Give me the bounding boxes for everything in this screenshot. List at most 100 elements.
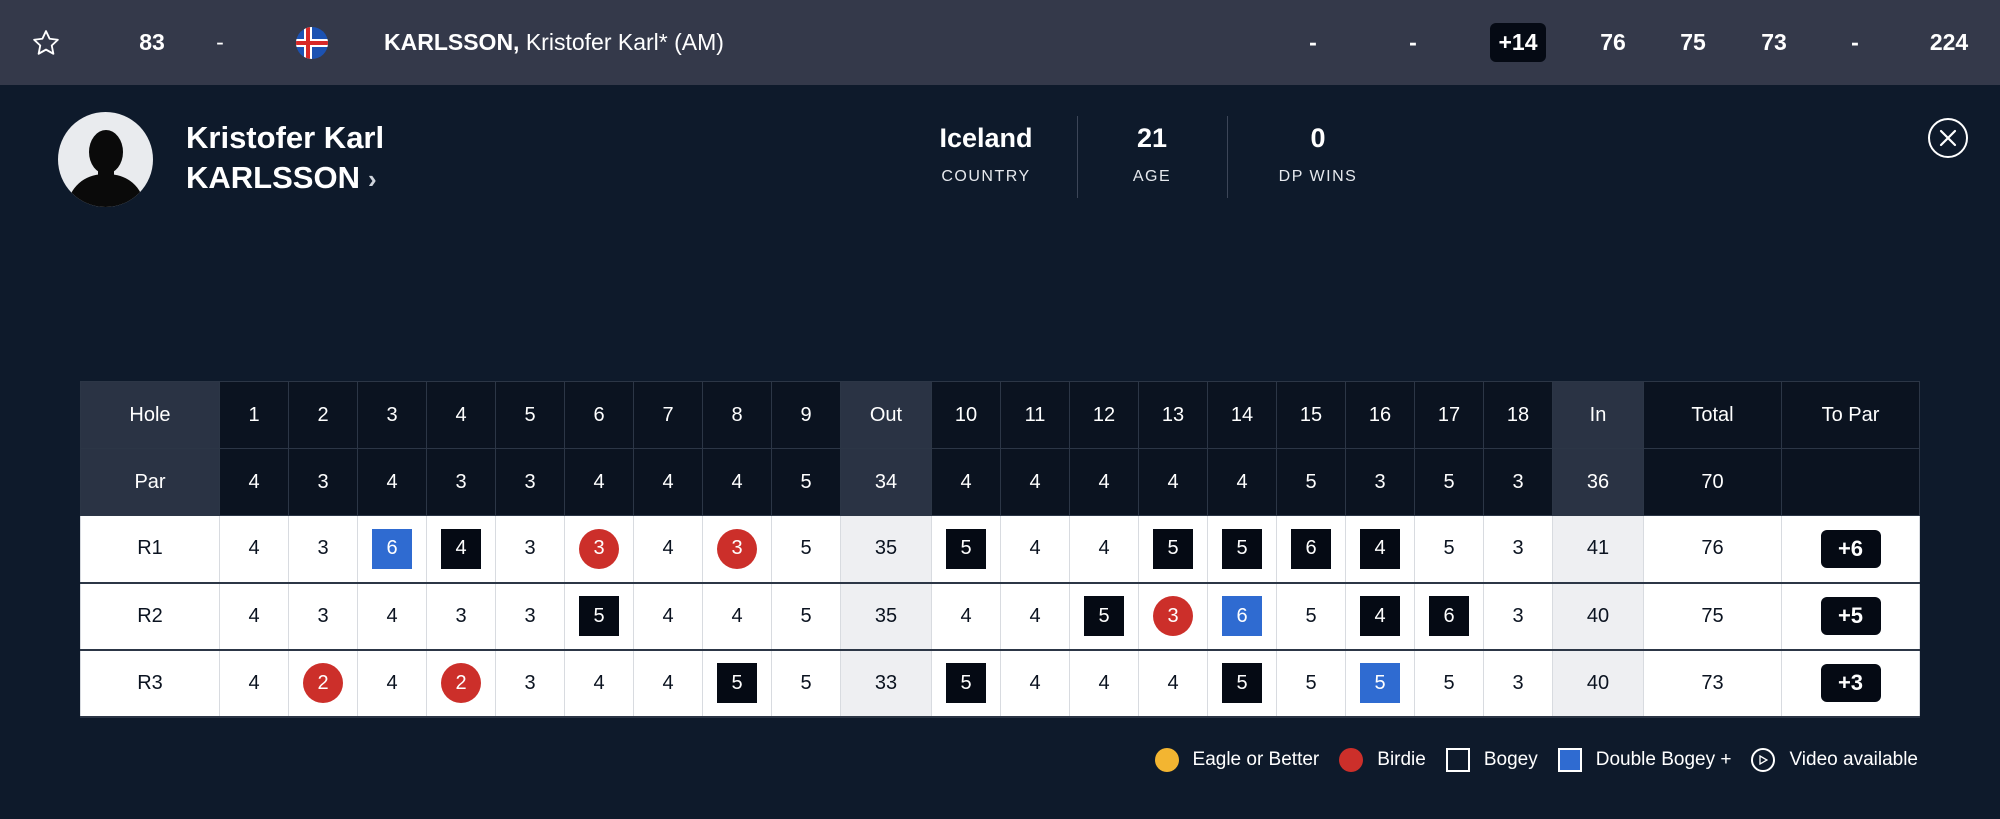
par-value: 4 <box>1069 448 1139 516</box>
score-cell: 35 <box>840 515 932 584</box>
player-profile-link[interactable]: Kristofer Karl KARLSSON › <box>186 118 384 199</box>
round-2-score: 75 <box>1680 29 1706 55</box>
par-value: 70 <box>1643 448 1782 516</box>
bogey-marker: 5 <box>946 663 986 703</box>
hole-label: Hole <box>80 381 220 449</box>
round-4-score: - <box>1851 29 1859 55</box>
score-cell: 4 <box>219 515 289 584</box>
total-score: 224 <box>1929 29 1969 55</box>
player-name[interactable]: KARLSSON, Kristofer Karl* (AM) <box>384 0 724 85</box>
scorecard-table: Hole 1 2 3 4 5 6 7 8 9 Out 10 11 12 13 14 15 16 17 18 In Tota… <box>80 381 1920 718</box>
hole-number: 12 <box>1069 381 1139 449</box>
birdie-marker: 3 <box>579 528 619 569</box>
to-par-badge: +3 <box>1820 664 1881 702</box>
hole-number: 16 <box>1345 381 1415 449</box>
score-cell: 4 <box>1069 649 1139 718</box>
score-cell: 4 <box>1000 649 1070 718</box>
hole-number: To Par <box>1781 381 1920 449</box>
score-cell: 6 <box>1207 582 1277 651</box>
legend-double-bogey: Double Bogey + <box>1557 748 1731 772</box>
score-cell: 40 <box>1552 649 1644 718</box>
birdie-marker: 2 <box>441 663 481 703</box>
round-3-score: 73 <box>1761 29 1787 55</box>
bogey-swatch-icon <box>1445 748 1470 772</box>
hole-row: Hole 1 2 3 4 5 6 7 8 9 Out 10 11 12 13 14 15 16 17 18 In Tota… <box>80 381 1920 449</box>
legend-video: Video available <box>1751 748 1918 772</box>
double-bogey-swatch-icon <box>1557 748 1582 772</box>
score-cell: 76 <box>1643 515 1782 584</box>
score-cell: 3 <box>1483 649 1553 718</box>
score-cell: 6 <box>1414 582 1484 651</box>
score-cell: 5 <box>564 582 634 651</box>
round-to-par: +3 <box>1781 649 1920 718</box>
iceland-flag-icon <box>293 0 331 85</box>
score-cell: 4 <box>1345 582 1415 651</box>
dbogey-marker: 5 <box>1360 663 1400 703</box>
hole-number: 18 <box>1483 381 1553 449</box>
stat-age: 21 AGE <box>1132 123 1172 185</box>
col-a: - <box>1309 29 1317 55</box>
score-cell: 4 <box>219 649 289 718</box>
hole-number: In <box>1552 381 1644 449</box>
to-par-badge: +6 <box>1820 529 1881 568</box>
bogey-marker: 5 <box>1084 596 1124 636</box>
chevron-right-icon: › <box>367 164 377 194</box>
round-label: R2 <box>80 582 220 651</box>
bogey-marker: 6 <box>1291 528 1331 569</box>
bogey-marker: 5 <box>717 663 757 703</box>
par-value: 36 <box>1552 448 1644 516</box>
score-cell: 5 <box>771 515 841 584</box>
hole-number: 14 <box>1207 381 1277 449</box>
score-cell: 4 <box>633 515 703 584</box>
score-cell: 5 <box>1207 515 1277 584</box>
leaderboard-row[interactable]: 83 - KARLSSON, Kristofer Karl* (AM) - - … <box>0 0 2000 85</box>
hole-number: 9 <box>771 381 841 449</box>
player-avatar <box>58 112 153 207</box>
hole-number: Out <box>840 381 932 449</box>
bogey-marker: 5 <box>1222 663 1262 703</box>
score-cell: 5 <box>931 515 1001 584</box>
par-value: 3 <box>495 448 565 516</box>
round-to-par: +5 <box>1781 582 1920 651</box>
score-cell: 2 <box>426 649 496 718</box>
score-cell: 35 <box>840 582 932 651</box>
score-cell: 5 <box>931 649 1001 718</box>
score-cell: 4 <box>1069 515 1139 584</box>
round-label: R1 <box>80 515 220 584</box>
par-value: 4 <box>702 448 772 516</box>
score-cell: 3 <box>288 515 358 584</box>
close-button[interactable] <box>1928 118 1968 158</box>
legend-bogey: Bogey <box>1445 748 1538 772</box>
dbogey-marker: 6 <box>372 528 412 569</box>
to-par-badge: +5 <box>1820 597 1881 635</box>
hole-number: 2 <box>288 381 358 449</box>
birdie-marker: 2 <box>303 663 343 703</box>
score-cell: 4 <box>426 515 496 584</box>
player-first-name: Kristofer Karl <box>186 120 385 155</box>
favourite-star-icon[interactable] <box>28 0 64 85</box>
score-cell: 4 <box>357 582 427 651</box>
score-cell: 4 <box>1000 515 1070 584</box>
score-cell: 4 <box>702 582 772 651</box>
bogey-marker: 4 <box>1360 528 1400 569</box>
hole-number: 15 <box>1276 381 1346 449</box>
par-value: 3 <box>1483 448 1553 516</box>
hole-number: 1 <box>219 381 289 449</box>
hole-number: 8 <box>702 381 772 449</box>
bogey-marker: 6 <box>1429 596 1469 636</box>
stat-dp-wins: 0 DP WINS <box>1278 123 1358 185</box>
hole-number: Total <box>1643 381 1782 449</box>
round-row: R3 4 2 4 2 3 4 4 5 5 33 5 4 4 4 5 5 5 5 3 40 73 +3 <box>80 649 1920 718</box>
par-value: 5 <box>1414 448 1484 516</box>
scorecard-legend: Eagle or Better Birdie Bogey Double Boge… <box>1135 748 1918 772</box>
par-label: Par <box>80 448 220 516</box>
score-cell: 4 <box>1000 582 1070 651</box>
birdie-marker: 3 <box>1153 596 1193 636</box>
par-value: 5 <box>1276 448 1346 516</box>
score-cell: 4 <box>1345 515 1415 584</box>
par-value: 4 <box>564 448 634 516</box>
to-par-total: +14 <box>1483 0 1553 85</box>
score-cell: 4 <box>633 649 703 718</box>
score-cell: 3 <box>288 582 358 651</box>
birdie-marker: 3 <box>717 528 757 569</box>
